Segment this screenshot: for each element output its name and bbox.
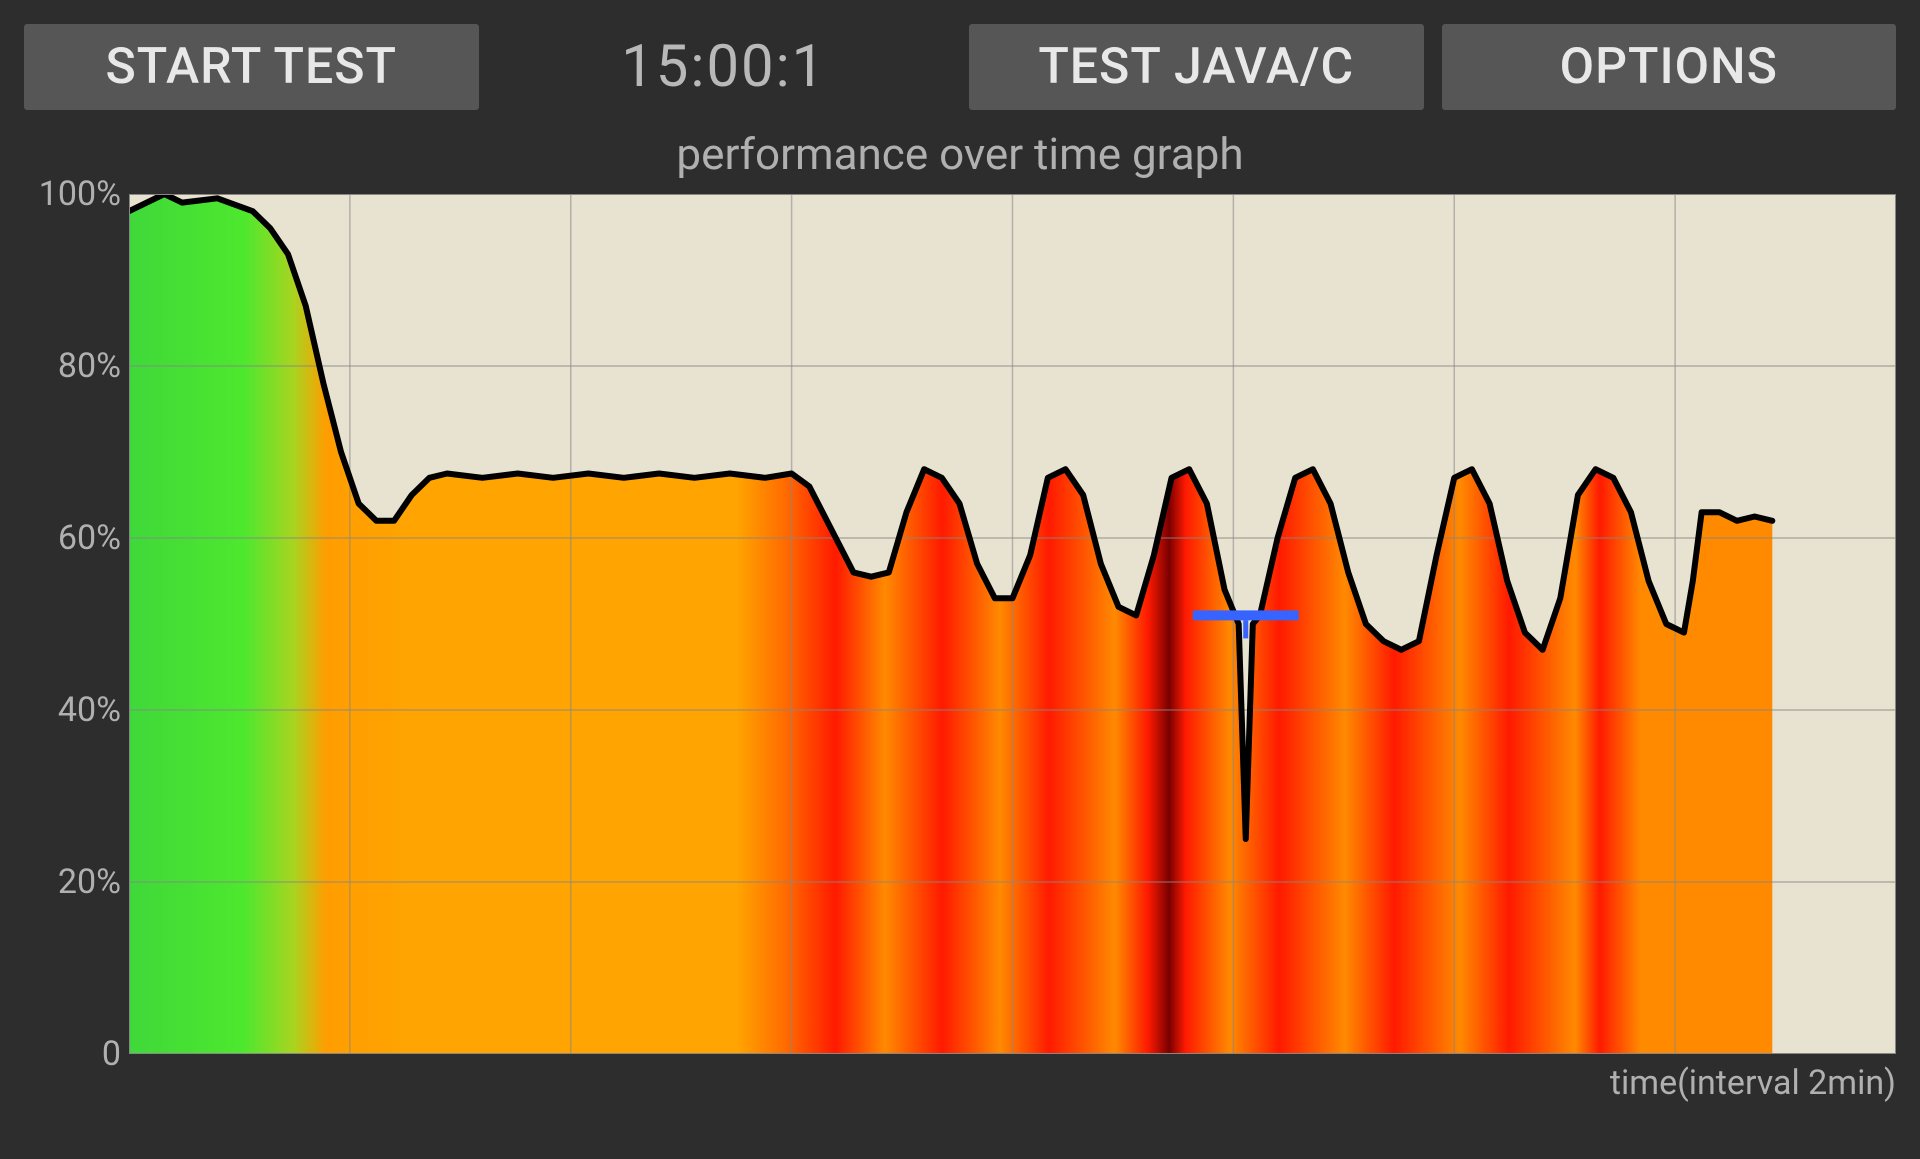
x-axis-label: time(interval 2min) — [1610, 1063, 1896, 1103]
y-tick-label: 100% — [39, 174, 121, 214]
test-java-c-button[interactable]: TEST JAVA/C — [969, 24, 1424, 110]
y-axis-labels: 020%40%60%80%100% — [24, 184, 129, 1109]
y-tick-label: 80% — [58, 346, 121, 386]
y-tick-label: 40% — [58, 690, 121, 730]
y-tick-label: 20% — [58, 862, 121, 902]
y-tick-label: 0 — [102, 1034, 121, 1074]
timer-display: 15:00:1 — [497, 33, 952, 101]
options-button[interactable]: OPTIONS — [1442, 24, 1897, 110]
start-test-button[interactable]: START TEST — [24, 24, 479, 110]
chart-title: performance over time graph — [24, 128, 1896, 180]
y-tick-label: 60% — [58, 518, 121, 558]
toolbar: START TEST 15:00:1 TEST JAVA/C OPTIONS — [24, 24, 1896, 110]
performance-chart: 020%40%60%80%100% time(interval 2min) — [24, 184, 1896, 1109]
chart-plot-area — [129, 194, 1896, 1054]
